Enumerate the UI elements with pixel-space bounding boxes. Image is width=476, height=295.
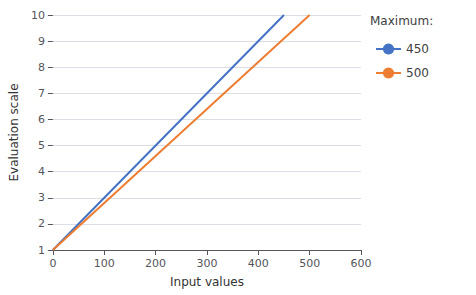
svg-text:9: 9 xyxy=(38,35,45,48)
svg-text:2: 2 xyxy=(38,217,45,230)
svg-text:500: 500 xyxy=(299,257,320,270)
svg-text:1: 1 xyxy=(38,244,45,257)
svg-text:7: 7 xyxy=(38,87,45,100)
svg-text:Input values: Input values xyxy=(170,275,244,289)
svg-text:4: 4 xyxy=(38,165,45,178)
svg-text:8: 8 xyxy=(38,61,45,74)
svg-text:0: 0 xyxy=(49,257,56,270)
svg-text:200: 200 xyxy=(145,257,166,270)
svg-text:100: 100 xyxy=(94,257,115,270)
svg-text:300: 300 xyxy=(196,257,217,270)
svg-text:Maximum:: Maximum: xyxy=(370,14,433,28)
svg-text:450: 450 xyxy=(406,42,429,56)
svg-text:6: 6 xyxy=(38,113,45,126)
svg-text:10: 10 xyxy=(31,9,45,22)
svg-text:3: 3 xyxy=(38,191,45,204)
svg-text:500: 500 xyxy=(406,66,429,80)
svg-text:5: 5 xyxy=(38,139,45,152)
svg-text:600: 600 xyxy=(351,257,372,270)
svg-text:Evaluation scale: Evaluation scale xyxy=(7,83,21,181)
svg-text:400: 400 xyxy=(248,257,269,270)
